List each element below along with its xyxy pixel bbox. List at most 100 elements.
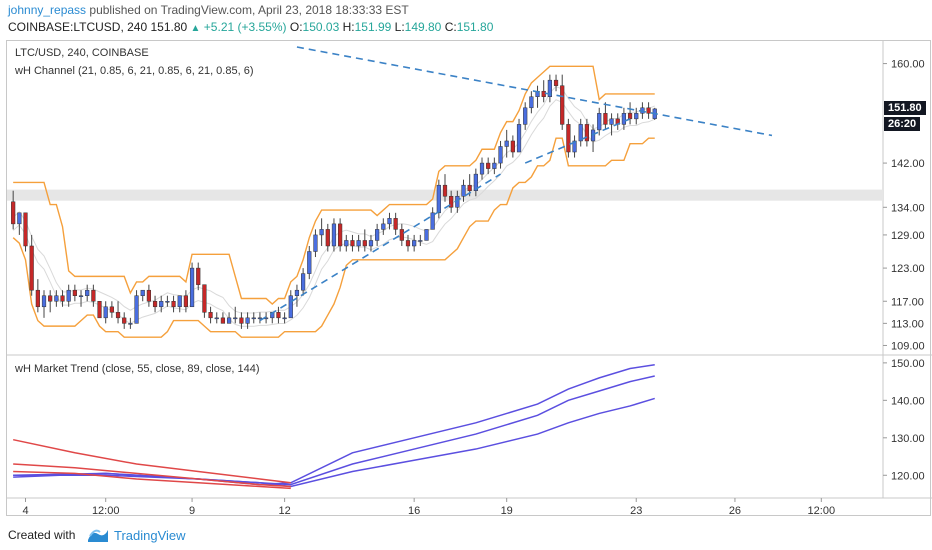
candle-body: [85, 289, 90, 296]
candle-body: [23, 212, 28, 247]
candle-body: [590, 129, 596, 142]
candle-body: [430, 212, 435, 230]
price-tick-label: 160.00: [891, 59, 925, 71]
tradingview-link[interactable]: TradingView: [114, 528, 186, 543]
candle-body: [523, 107, 528, 125]
chart-canvas[interactable]: 160.00 142.00 134.00 129.00 123.00 117.00 113.…: [7, 41, 932, 517]
price-tick-label: 129.00: [891, 230, 925, 242]
candle-body: [276, 312, 281, 319]
market-trend-line: [13, 470, 291, 490]
chart-header: johnny_repass published on TradingView.c…: [0, 0, 932, 38]
candle-body: [578, 124, 583, 142]
publish-line: johnny_repass published on TradingView.c…: [8, 3, 409, 17]
footer: Created with TradingView: [0, 518, 932, 550]
time-tick-label: 23: [630, 505, 642, 517]
candle-body: [325, 229, 330, 247]
candle-body: [288, 295, 293, 319]
chart-frame[interactable]: 160.00 142.00 134.00 129.00 123.00 117.00 113.…: [6, 40, 932, 517]
candle-body: [171, 301, 176, 308]
candle-body: [183, 295, 189, 308]
candle-body: [103, 306, 108, 319]
open-label: O:: [289, 20, 303, 34]
channel-legend: wH Channel (21, 0.85, 6, 21, 0.85, 6, 21…: [15, 65, 254, 77]
candle-body: [344, 240, 349, 247]
author-link[interactable]: johnny_repass: [8, 3, 87, 17]
price-tick-label: 134.00: [891, 202, 925, 214]
candle-body: [646, 107, 651, 114]
trendline: [524, 118, 631, 164]
candle-body: [418, 240, 423, 242]
candle-body: [66, 289, 71, 302]
candle-body: [634, 113, 639, 120]
main-legend: LTC/USD, 240, COINBASE: [15, 47, 149, 59]
candle-body: [202, 284, 207, 313]
candle-body: [442, 184, 448, 197]
candle-body: [35, 289, 40, 308]
last-price-tag: 151.80: [884, 100, 926, 115]
candle-body: [381, 223, 386, 230]
candle-body: [220, 317, 226, 324]
candle-body: [72, 289, 77, 296]
tradingview-logo-icon[interactable]: [86, 526, 110, 544]
trend-tick-label: 150.00: [891, 358, 925, 370]
candle-body: [553, 79, 559, 86]
candle-body: [17, 212, 22, 225]
candle-body: [214, 317, 219, 320]
candle-body: [257, 317, 263, 320]
candle-body: [97, 301, 102, 319]
candle-body: [516, 124, 522, 153]
candle-body: [356, 240, 361, 247]
candle-body: [29, 245, 34, 291]
price-tick-label: 113.00: [891, 318, 924, 330]
candle-body: [572, 140, 577, 153]
candle-body: [41, 295, 47, 308]
candle-body: [436, 184, 441, 214]
candle-body: [498, 146, 503, 164]
candle-body: [338, 223, 343, 247]
candle-body: [467, 184, 472, 191]
candle-body: [208, 312, 213, 319]
candle-body: [301, 273, 306, 291]
close-label: C:: [444, 20, 457, 34]
countdown-tag: 26:20: [884, 116, 921, 131]
candle-body: [196, 267, 201, 285]
candle-body: [597, 113, 602, 131]
candle-body: [399, 229, 404, 241]
close-value: 151.80: [456, 20, 494, 34]
price-tick-label: 142.00: [891, 158, 925, 170]
candle-body: [122, 317, 127, 324]
candle-body: [621, 113, 627, 125]
price-tick-label: 109.00: [891, 340, 925, 352]
trend-tick-label: 130.00: [891, 433, 925, 445]
candle-body: [449, 195, 454, 208]
published-text: published on TradingView.com, April 23, …: [89, 3, 409, 17]
candle-body: [226, 317, 232, 324]
open-value: 150.03: [302, 20, 340, 34]
candle-body: [140, 289, 145, 296]
low-value: 149.80: [404, 20, 442, 34]
candle-body: [486, 162, 491, 169]
trendline: [296, 46, 773, 137]
candle-body: [146, 289, 151, 302]
market-trend-line: [13, 463, 291, 488]
candle-body: [609, 118, 614, 125]
candle-body: [307, 251, 312, 274]
candle-body: [60, 295, 65, 302]
candle-body: [159, 301, 164, 308]
up-arrow-icon: ▲: [190, 23, 201, 34]
price-tick-label: 117.00: [891, 296, 924, 308]
low-label: L:: [394, 20, 405, 34]
candle-body: [165, 301, 170, 303]
candle-body: [461, 184, 466, 197]
candle-body: [177, 295, 182, 308]
candle-body: [393, 218, 398, 230]
created-with-text: Created with: [8, 528, 76, 542]
candle-body: [547, 79, 552, 97]
market-trend-legend: wH Market Trend (close, 55, close, 89, c…: [15, 363, 260, 375]
market-trend-line: [13, 375, 655, 486]
time-tick-label: 26: [729, 505, 741, 517]
candle-body: [412, 240, 417, 247]
candle-body: [48, 295, 53, 302]
candle-body: [368, 240, 374, 247]
candle-body: [239, 317, 244, 324]
